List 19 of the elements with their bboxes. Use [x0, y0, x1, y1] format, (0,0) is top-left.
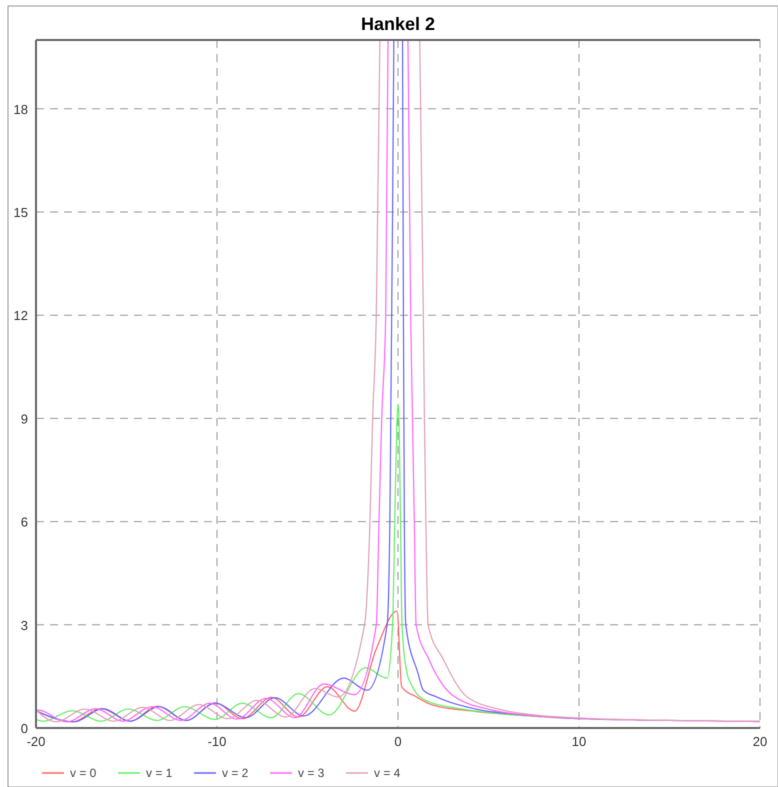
legend-label: v = 3 [298, 766, 325, 780]
x-tick-label: -20 [26, 734, 46, 749]
chart-title: Hankel 2 [360, 14, 436, 34]
legend-label: v = 2 [222, 766, 249, 780]
y-tick-label: 6 [20, 514, 28, 530]
x-tick-label: 20 [752, 734, 768, 749]
y-tick-label: 12 [14, 308, 28, 324]
x-tick-label: 10 [572, 734, 586, 749]
y-tick-label: 15 [14, 205, 28, 220]
y-tick-label: 18 [14, 102, 28, 117]
y-tick-label: 9 [20, 411, 28, 426]
line-series [35, 404, 580, 722]
y-tick-label: 3 [20, 618, 28, 633]
x-tick-label: -10 [208, 734, 226, 749]
legend-label: v = 1 [146, 766, 173, 780]
x-tick-label: 0 [394, 734, 402, 749]
y-tick-label: 0 [20, 721, 28, 736]
legend-label: v = 0 [70, 766, 97, 780]
legend-label: v = 4 [374, 766, 401, 780]
